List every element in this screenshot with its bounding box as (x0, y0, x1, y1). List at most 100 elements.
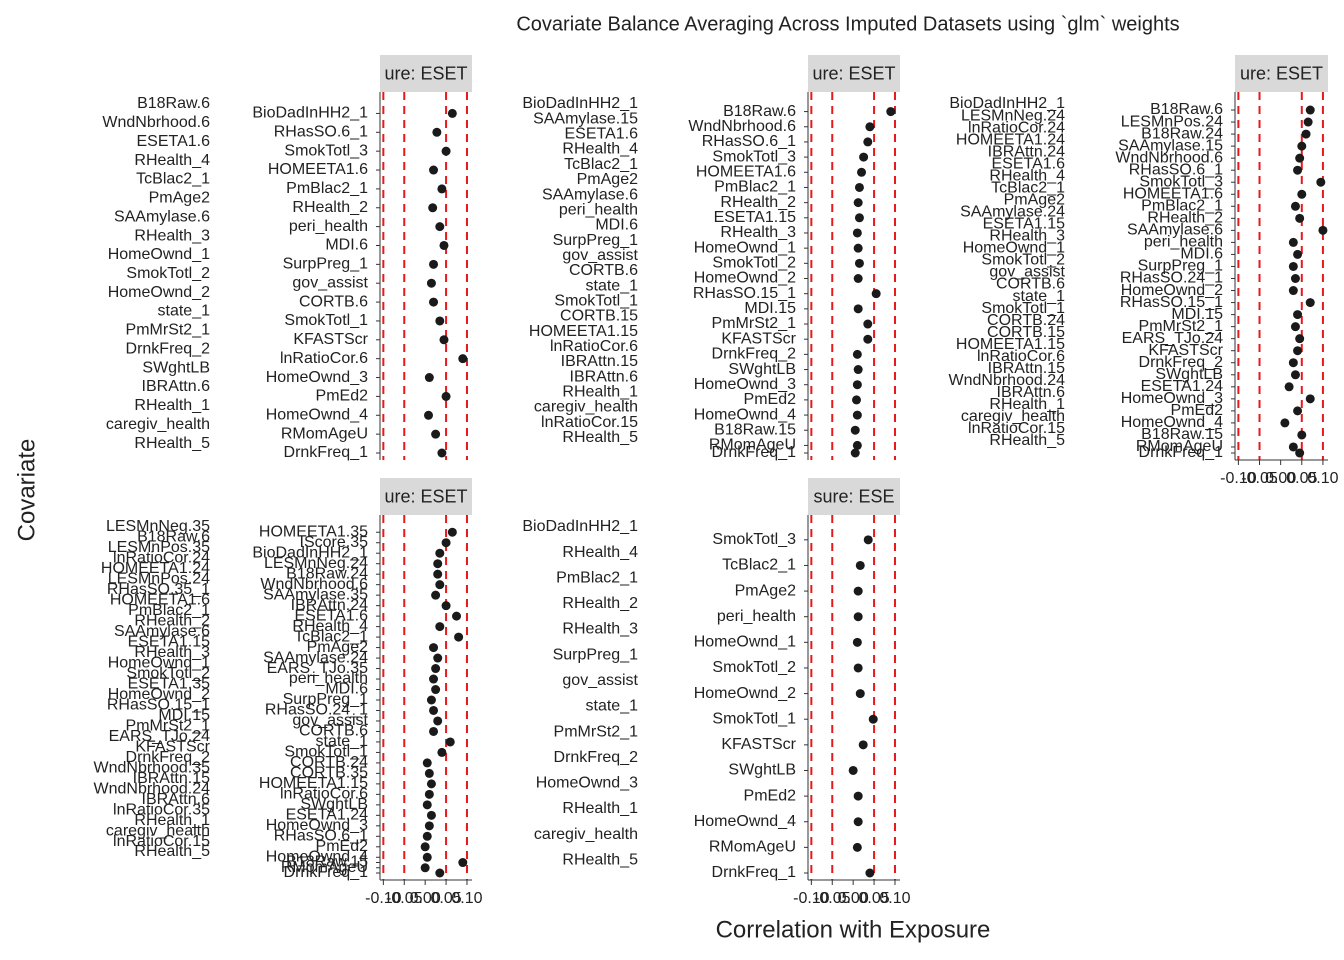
y-tick-label: SWghtLB (142, 359, 210, 376)
y-tick-label: DrnkFreq_1 (1139, 444, 1224, 461)
point (1303, 117, 1313, 127)
point (1295, 213, 1305, 223)
point (1290, 322, 1300, 332)
y-tick-label: lnRatioCor.35 (113, 801, 210, 818)
y-tick-label: lnRatioCor.24 (968, 119, 1065, 136)
point (1288, 237, 1298, 247)
point (1316, 177, 1326, 187)
y-tick-label: RHasSO.15_1 (693, 285, 796, 302)
point (863, 319, 873, 329)
y-tick-label: lnRatioCor.15 (113, 833, 210, 850)
point (424, 768, 434, 778)
y-tick-label: CORTB.24 (987, 312, 1065, 329)
point (435, 622, 445, 632)
point (435, 316, 445, 326)
y-tick-label: CORTB.6 (299, 723, 368, 740)
point (426, 695, 436, 705)
y-tick-label: HomeOwnd_4 (266, 406, 368, 423)
point (1305, 394, 1315, 404)
y-tick-label: TcBlac2_1 (564, 156, 638, 173)
y-tick-label: RHealth_1 (989, 396, 1065, 413)
y-tick-label: IBRAttn.6 (997, 384, 1066, 401)
point (1305, 105, 1315, 115)
y-tick-label: RHealth_5 (562, 429, 638, 446)
point (439, 335, 449, 345)
point (852, 842, 862, 852)
y-tick-label: KFASTScr (293, 331, 368, 348)
y-tick-label: CORTB.35 (290, 765, 368, 782)
y-tick-label: DrnkFreq_1 (284, 864, 369, 881)
y-tick-label: IBRAttn.6 (142, 791, 211, 808)
point (1297, 141, 1307, 151)
point (435, 222, 445, 232)
y-tick-label: SmokTotl_2 (712, 255, 796, 272)
y-tick-label: TcBlac2_1 (722, 557, 796, 574)
y-tick-label: B18Raw.6 (137, 95, 210, 112)
y-tick-label: ESETA1.6 (991, 155, 1065, 172)
y-tick-label: B18Raw.6 (723, 103, 796, 120)
point (445, 737, 455, 747)
y-tick-label: gov_assist (562, 247, 638, 264)
point (420, 842, 430, 852)
y-tick-label: state_1 (586, 698, 639, 715)
y-tick-label: RHasSO.6_1 (702, 133, 796, 150)
point (1293, 346, 1303, 356)
point (435, 868, 445, 878)
y-tick-label: IBRAttn.6 (142, 378, 211, 395)
y-tick-label: SurpPreg_1 (553, 232, 638, 249)
y-tick-label: lnRatioCor.6 (550, 338, 638, 355)
y-tick-label: WndNbrhood.24 (948, 372, 1065, 389)
point (854, 182, 864, 192)
y-tick-label: HomeOwnd_1 (963, 240, 1065, 257)
y-tick-label: LESMnPos.24 (1121, 113, 1223, 130)
y-tick-label: RHealth_1 (562, 384, 638, 401)
point (428, 203, 438, 213)
y-tick-label: PmBlac2_1 (1141, 198, 1223, 215)
y-tick-label: DrnkFreq_2 (712, 346, 797, 363)
x-tick-label: 0.00 (838, 890, 869, 907)
y-tick-label: PmBlac2_1 (714, 179, 796, 196)
y-tick-label: HOMEETA1.24 (101, 560, 210, 577)
x-tick-label: -0.10 (365, 890, 402, 907)
y-tick-label: KFASTScr (135, 738, 210, 755)
y-tick-label: KFASTScr (1148, 342, 1223, 359)
point (853, 663, 863, 673)
y-tick-label: B18Raw.6 (1150, 101, 1223, 118)
y-tick-label: RMomAgeU (281, 425, 368, 442)
strip-label: ure: ESET (384, 63, 467, 83)
point (426, 278, 436, 288)
point (452, 611, 462, 621)
y-tick-label: HomeOwnd_3 (694, 376, 796, 393)
y-tick-label: caregiv_health (961, 408, 1065, 425)
point (458, 858, 468, 868)
y-tick-label: caregiv_health (534, 826, 638, 843)
y-tick-label: SmokTotl_1 (981, 300, 1065, 317)
y-tick-label: SmokTotl_2 (712, 659, 796, 676)
x-tick-label: 0.05 (1286, 470, 1317, 487)
point (439, 240, 449, 250)
point (1288, 286, 1298, 296)
y-tick-label: PmEd2 (316, 388, 369, 405)
y-tick-label: SAAmylase.6 (1127, 222, 1223, 239)
y-tick-label: IBRAttn.15 (988, 360, 1065, 377)
y-tick-label: DrnkFreq_2 (554, 749, 639, 766)
y-tick-label: HomeOwnd_2 (108, 686, 210, 703)
point (852, 228, 862, 238)
y-tick-label: CORTB.15 (987, 324, 1065, 341)
x-tick-label: 0.10 (879, 890, 910, 907)
point (850, 425, 860, 435)
point (454, 632, 464, 642)
y-tick-label: SmokTotl_2 (126, 665, 210, 682)
y-tick-label: PmAge2 (1004, 191, 1065, 208)
point (429, 165, 439, 175)
y-tick-label: PmBlac2_1 (556, 569, 638, 586)
y-tick-label: peri_health (717, 608, 796, 625)
y-tick-label: MDI.6 (1180, 246, 1223, 263)
strip (808, 55, 900, 92)
y-tick-label: MDI.15 (744, 300, 796, 317)
y-tick-label: LESMnPos.35 (108, 539, 210, 556)
y-tick-label: BioDadInHH2_1 (252, 544, 368, 561)
y-tick-label: PmMrSt2_1 (126, 322, 211, 339)
point (852, 637, 862, 647)
y-tick-label: caregiv_health (534, 399, 638, 416)
